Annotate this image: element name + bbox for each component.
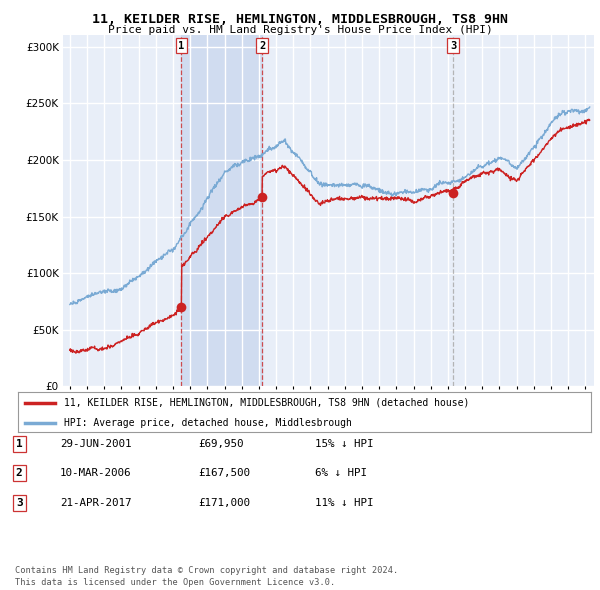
Text: 3: 3 — [16, 498, 23, 507]
Text: 1: 1 — [16, 439, 23, 448]
Text: 11% ↓ HPI: 11% ↓ HPI — [315, 498, 373, 507]
Text: £69,950: £69,950 — [198, 439, 244, 448]
Text: Price paid vs. HM Land Registry's House Price Index (HPI): Price paid vs. HM Land Registry's House … — [107, 25, 493, 35]
Text: 2: 2 — [16, 468, 23, 478]
Text: 11, KEILDER RISE, HEMLINGTON, MIDDLESBROUGH, TS8 9HN (detached house): 11, KEILDER RISE, HEMLINGTON, MIDDLESBRO… — [64, 398, 469, 408]
Text: 29-JUN-2001: 29-JUN-2001 — [60, 439, 131, 448]
Text: Contains HM Land Registry data © Crown copyright and database right 2024.
This d: Contains HM Land Registry data © Crown c… — [15, 566, 398, 587]
Text: 15% ↓ HPI: 15% ↓ HPI — [315, 439, 373, 448]
Text: HPI: Average price, detached house, Middlesbrough: HPI: Average price, detached house, Midd… — [64, 418, 352, 428]
Bar — [181, 35, 262, 386]
Text: 1: 1 — [178, 41, 185, 51]
Text: £171,000: £171,000 — [198, 498, 250, 507]
Text: 2: 2 — [259, 41, 265, 51]
Text: 3: 3 — [450, 41, 456, 51]
Text: 10-MAR-2006: 10-MAR-2006 — [60, 468, 131, 478]
Text: 21-APR-2017: 21-APR-2017 — [60, 498, 131, 507]
Text: 11, KEILDER RISE, HEMLINGTON, MIDDLESBROUGH, TS8 9HN: 11, KEILDER RISE, HEMLINGTON, MIDDLESBRO… — [92, 13, 508, 26]
Text: £167,500: £167,500 — [198, 468, 250, 478]
Text: 6% ↓ HPI: 6% ↓ HPI — [315, 468, 367, 478]
